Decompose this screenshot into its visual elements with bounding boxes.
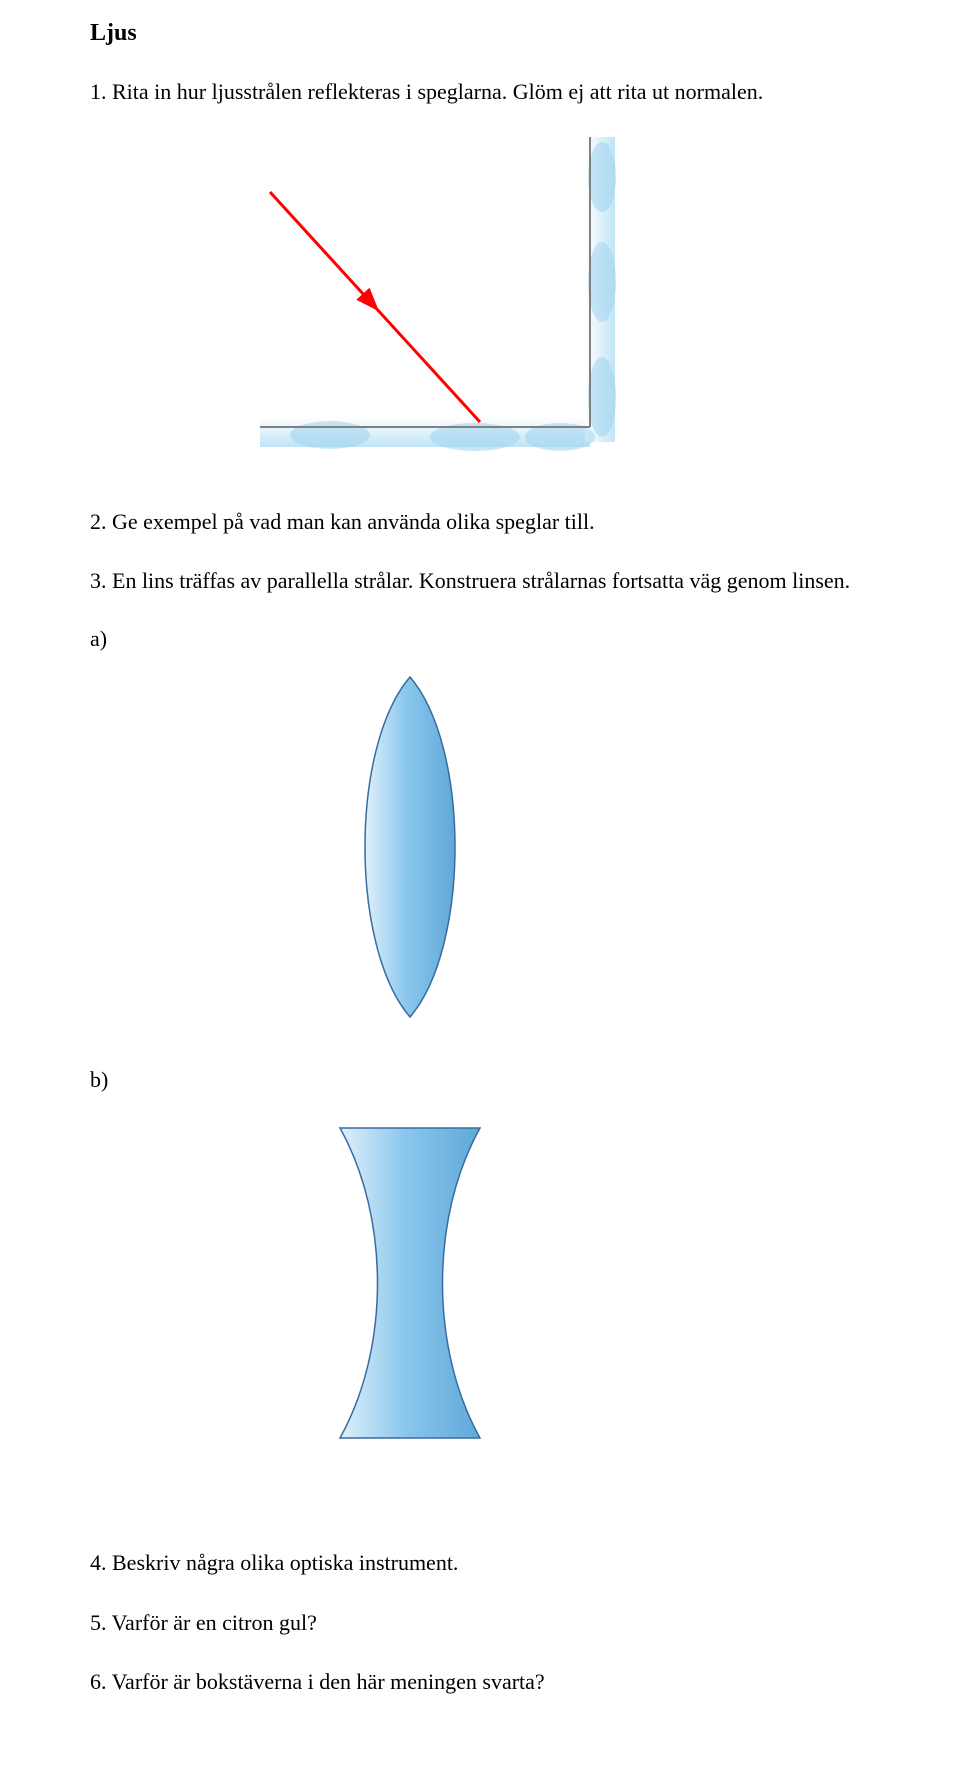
question-1: 1. Rita in hur ljusstrålen reflekteras i… <box>90 77 870 107</box>
question-2: 2. Ge exempel på vad man kan använda oli… <box>90 507 870 537</box>
question-3: 3. En lins träffas av parallella strålar… <box>90 566 870 596</box>
question-5: 5. Varför är en citron gul? <box>90 1608 870 1638</box>
question-4: 4. Beskriv några olika optiska instrumen… <box>90 1548 870 1578</box>
page-title: Ljus <box>90 20 870 47</box>
question-6: 6. Varför är bokstäverna i den här menin… <box>90 1667 870 1697</box>
question-3a-label: a) <box>90 626 870 652</box>
page: Ljus 1. Rita in hur ljusstrålen reflekte… <box>0 0 960 1767</box>
convex-lens-figure <box>260 667 560 1027</box>
concave-lens-figure <box>260 1108 560 1458</box>
question-3b-label: b) <box>90 1067 870 1093</box>
mirror-figure <box>260 137 640 467</box>
